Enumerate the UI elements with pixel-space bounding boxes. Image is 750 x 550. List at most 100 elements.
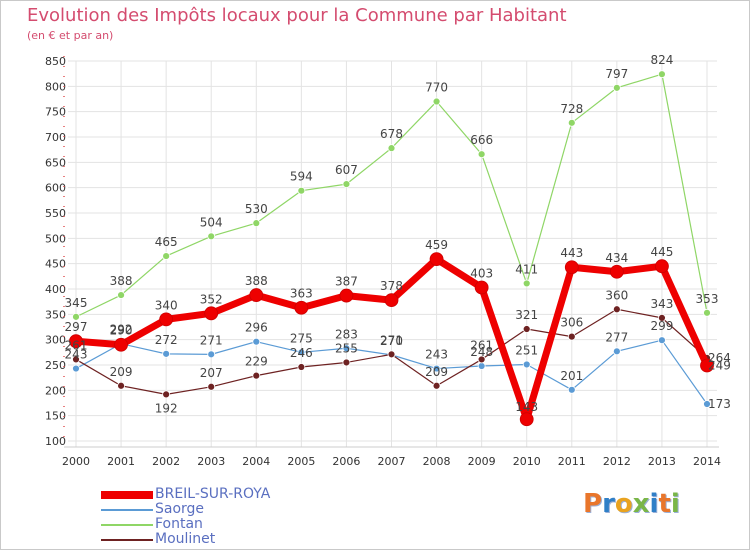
logo-letter: t (658, 489, 671, 519)
data-point-moulinet (162, 390, 171, 399)
data-label-breil-sur-roya: 363 (290, 287, 313, 301)
data-label-saorge: 243 (425, 348, 448, 362)
data-label-fontan: 594 (290, 170, 313, 184)
data-label-moulinet: 321 (515, 308, 538, 322)
legend-label: Saorge (155, 501, 205, 517)
data-label-breil-sur-roya: 297 (65, 320, 88, 334)
data-label-breil-sur-roya: 143 (515, 400, 538, 414)
data-label-breil-sur-roya: 387 (335, 275, 358, 289)
data-label-moulinet: 209 (425, 365, 448, 379)
data-point-saorge (658, 336, 666, 345)
data-label-breil-sur-roya: 378 (380, 279, 403, 293)
data-label-fontan: 824 (650, 53, 673, 67)
x-tick-label: 2002 (152, 455, 180, 468)
legend-swatch (101, 509, 153, 511)
data-point-saorge (207, 350, 216, 359)
data-label-moulinet: 207 (200, 366, 223, 380)
y-tick-label: 100 (45, 435, 66, 448)
legend-swatch (101, 524, 153, 526)
y-tick-label: 150 (45, 410, 66, 423)
y-tick-label: 750 (45, 106, 66, 119)
data-point-breil-sur-roya (700, 358, 714, 373)
data-label-saorge: 292 (110, 323, 133, 337)
x-tick-label: 2010 (513, 455, 541, 468)
data-point-fontan (252, 219, 261, 228)
x-tick-label: 2004 (242, 455, 270, 468)
data-point-breil-sur-roya (474, 280, 489, 295)
data-label-saorge: 283 (335, 327, 358, 341)
y-tick-label: 500 (45, 232, 66, 245)
data-point-saorge (252, 337, 261, 346)
y-tick-label: 350 (45, 308, 66, 321)
data-label-moulinet: 271 (380, 333, 403, 347)
data-label-moulinet: 343 (650, 297, 673, 311)
data-point-moulinet (297, 363, 306, 371)
y-tick-label: 700 (45, 131, 66, 144)
data-point-breil-sur-roya (339, 288, 354, 303)
data-label-breil-sur-roya: 434 (605, 251, 628, 265)
y-tick-label: 650 (45, 156, 66, 169)
logo-letter: x (632, 489, 650, 519)
data-point-breil-sur-roya (384, 293, 399, 308)
data-point-saorge (72, 364, 80, 373)
data-point-saorge (432, 364, 441, 373)
legend-label: Fontan (155, 516, 203, 532)
data-point-fontan (162, 252, 171, 260)
x-tick-label: 2001 (107, 455, 135, 468)
y-tick-label: 600 (45, 182, 66, 195)
chart-subtitle: (en € et par an) (27, 29, 114, 42)
data-label-breil-sur-roya: 403 (470, 266, 493, 280)
legend-swatch (101, 491, 153, 499)
data-label-moulinet: 192 (155, 401, 178, 415)
data-label-fontan: 728 (560, 102, 583, 116)
y-tick-label: 250 (45, 359, 66, 372)
logo-letter: i (670, 489, 680, 519)
data-point-fontan (703, 308, 711, 317)
data-point-breil-sur-roya (114, 337, 128, 352)
data-label-fontan: 770 (425, 81, 448, 95)
data-label-breil-sur-roya: 352 (200, 292, 223, 306)
x-tick-label: 2011 (558, 455, 586, 468)
data-point-fontan (117, 291, 125, 299)
data-point-moulinet (612, 305, 621, 314)
data-point-moulinet (432, 381, 441, 390)
x-tick-label: 2013 (648, 455, 676, 468)
data-label-moulinet: 261 (65, 338, 88, 352)
data-point-moulinet (387, 350, 396, 359)
data-point-saorge (522, 360, 531, 369)
data-point-fontan (567, 118, 576, 127)
data-label-fontan: 411 (515, 262, 538, 276)
logo-letter: P (583, 489, 603, 519)
data-label-breil-sur-roya: 249 (708, 359, 731, 373)
legend-swatch (101, 539, 153, 541)
data-label-fontan: 465 (155, 235, 178, 249)
data-point-fontan (297, 186, 306, 195)
data-point-breil-sur-roya (294, 300, 309, 315)
logo-letter: r (602, 489, 615, 519)
data-point-fontan (387, 144, 396, 153)
data-point-moulinet (477, 355, 486, 364)
data-point-fontan (522, 279, 531, 288)
data-point-fontan (658, 70, 666, 79)
data-point-moulinet (207, 382, 216, 391)
data-label-moulinet: 209 (110, 365, 133, 379)
data-label-moulinet: 255 (335, 341, 358, 355)
y-tick-label: 400 (45, 283, 66, 296)
data-point-fontan (342, 180, 351, 189)
y-tick-label: 800 (45, 80, 66, 93)
data-label-moulinet: 264 (708, 351, 731, 365)
data-point-breil-sur-roya (159, 312, 174, 327)
x-tick-label: 2009 (468, 455, 496, 468)
data-point-saorge (477, 362, 486, 370)
data-label-saorge: 201 (560, 369, 583, 383)
data-point-breil-sur-roya (249, 288, 264, 302)
data-point-moulinet (567, 332, 576, 341)
grid-lines (68, 60, 717, 447)
data-label-saorge: 275 (290, 331, 313, 345)
data-point-saorge (342, 344, 351, 353)
data-label-fontan: 607 (335, 163, 358, 177)
legend-label: Moulinet (155, 531, 216, 547)
data-label-moulinet: 306 (560, 316, 583, 330)
data-label-fontan: 678 (380, 127, 403, 141)
